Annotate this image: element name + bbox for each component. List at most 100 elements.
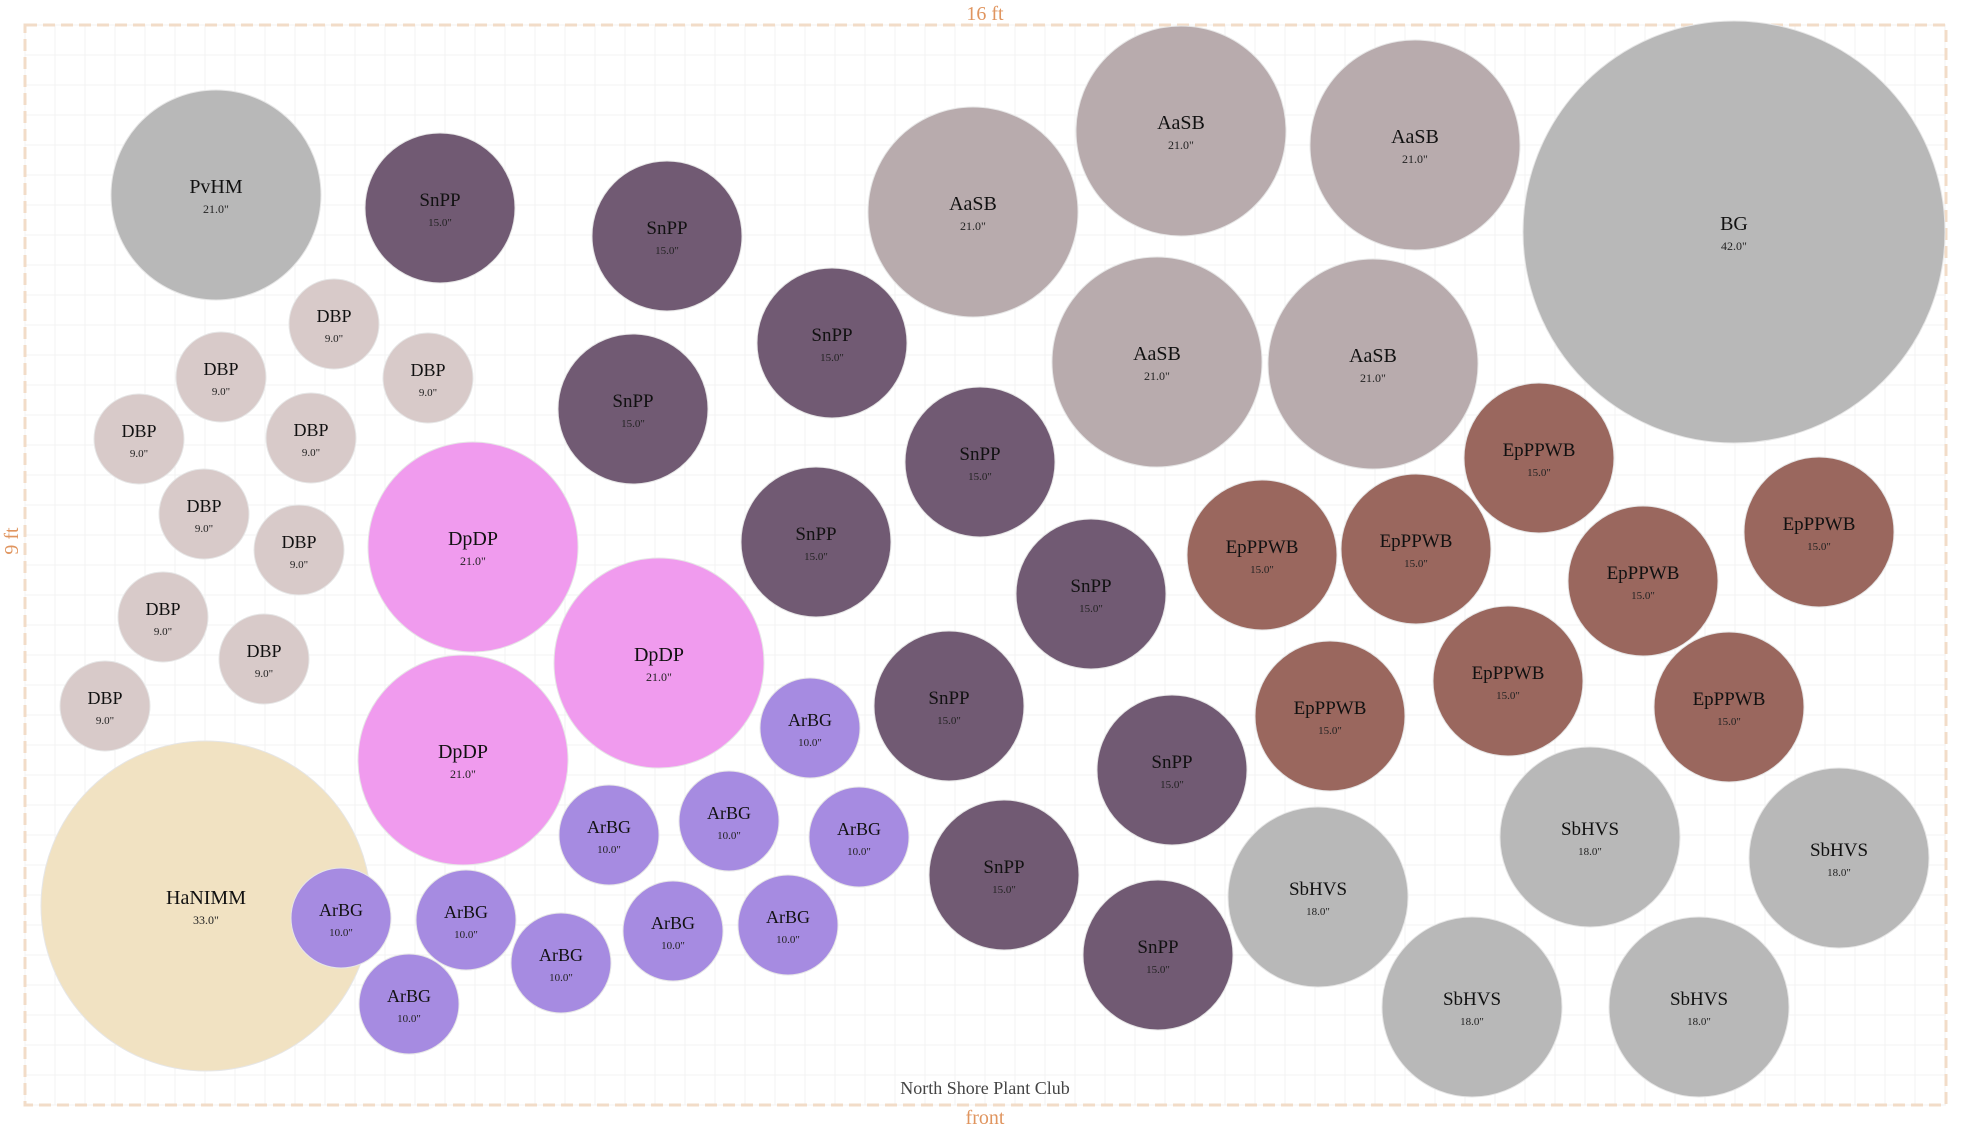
plant-epppwb[interactable]: EpPPWB 15.0" [1340,473,1492,625]
plant-arbg[interactable]: ArBG 10.0" [290,867,392,969]
plant-circle[interactable] [622,880,724,982]
plant-dbp[interactable]: DBP 9.0" [218,613,310,705]
plant-circle[interactable] [591,160,743,312]
plant-arbg[interactable]: ArBG 10.0" [358,953,460,1055]
plant-circle[interactable] [265,392,357,484]
plant-epppwb[interactable]: EpPPWB 15.0" [1186,479,1338,631]
plant-circle[interactable] [558,784,660,886]
plant-circle[interactable] [1463,382,1615,534]
plant-arbg[interactable]: ArBG 10.0" [415,869,517,971]
plant-arbg[interactable]: ArBG 10.0" [622,880,724,982]
plant-circle[interactable] [218,613,310,705]
plant-circle[interactable] [415,869,517,971]
plant-snpp[interactable]: SnPP 15.0" [873,630,1025,782]
plant-dpdp[interactable]: DpDP 21.0" [367,441,579,653]
plant-arbg[interactable]: ArBG 10.0" [678,770,780,872]
plant-dbp[interactable]: DBP 9.0" [265,392,357,484]
plant-snpp[interactable]: SnPP 15.0" [364,132,516,284]
plant-dbp[interactable]: DBP 9.0" [117,571,209,663]
plant-dbp[interactable]: DBP 9.0" [253,504,345,596]
plant-dbp[interactable]: DBP 9.0" [93,393,185,485]
plant-circle[interactable] [382,332,474,424]
plant-snpp[interactable]: SnPP 15.0" [740,466,892,618]
plant-circle[interactable] [867,106,1079,318]
plant-sbhvs[interactable]: SbHVS 18.0" [1608,916,1790,1098]
plant-circle[interactable] [110,89,322,301]
plant-circle[interactable] [288,278,380,370]
plant-arbg[interactable]: ArBG 10.0" [510,912,612,1014]
plant-dbp[interactable]: DBP 9.0" [158,468,250,560]
plant-circle[interactable] [175,331,267,423]
plant-snpp[interactable]: SnPP 15.0" [591,160,743,312]
plant-epppwb[interactable]: EpPPWB 15.0" [1653,631,1805,783]
plant-epppwb[interactable]: EpPPWB 15.0" [1567,505,1719,657]
plant-circle[interactable] [364,132,516,284]
plant-circle[interactable] [904,386,1056,538]
plant-epppwb[interactable]: EpPPWB 15.0" [1254,640,1406,792]
plant-epppwb[interactable]: EpPPWB 15.0" [1463,382,1615,534]
plant-aasb[interactable]: AaSB 21.0" [867,106,1079,318]
plant-arbg[interactable]: ArBG 10.0" [759,677,861,779]
plant-dbp[interactable]: DBP 9.0" [288,278,380,370]
plant-circle[interactable] [59,660,151,752]
plant-snpp[interactable]: SnPP 15.0" [557,333,709,485]
plant-circle[interactable] [358,953,460,1055]
plant-snpp[interactable]: SnPP 15.0" [1096,694,1248,846]
plant-circle[interactable] [158,468,250,560]
plant-circle[interactable] [357,654,569,866]
plant-pvhm[interactable]: PvHM 21.0" [110,89,322,301]
plant-circle[interactable] [553,557,765,769]
plant-aasb[interactable]: AaSB 21.0" [1051,256,1263,468]
plant-circle[interactable] [93,393,185,485]
plant-circle[interactable] [928,799,1080,951]
plant-snpp[interactable]: SnPP 15.0" [928,799,1080,951]
plant-arbg[interactable]: ArBG 10.0" [737,874,839,976]
plant-sbhvs[interactable]: SbHVS 18.0" [1227,806,1409,988]
plant-sbhvs[interactable]: SbHVS 18.0" [1381,916,1563,1098]
plant-epppwb[interactable]: EpPPWB 15.0" [1432,605,1584,757]
plant-circle[interactable] [510,912,612,1014]
plant-circle[interactable] [1608,916,1790,1098]
plant-arbg[interactable]: ArBG 10.0" [558,784,660,886]
plant-circle[interactable] [1096,694,1248,846]
plant-arbg[interactable]: ArBG 10.0" [808,786,910,888]
plant-snpp[interactable]: SnPP 15.0" [1015,518,1167,670]
plant-sbhvs[interactable]: SbHVS 18.0" [1748,767,1930,949]
plant-aasb[interactable]: AaSB 21.0" [1075,25,1287,237]
plant-sbhvs[interactable]: SbHVS 18.0" [1499,746,1681,928]
plant-dbp[interactable]: DBP 9.0" [175,331,267,423]
plant-circle[interactable] [1015,518,1167,670]
plant-circle[interactable] [1340,473,1492,625]
plant-circle[interactable] [557,333,709,485]
plant-aasb[interactable]: AaSB 21.0" [1309,39,1521,251]
plant-circle[interactable] [290,867,392,969]
plant-circle[interactable] [1227,806,1409,988]
plant-circle[interactable] [756,267,908,419]
plant-circle[interactable] [808,786,910,888]
plant-circle[interactable] [1432,605,1584,757]
plant-circle[interactable] [1267,258,1479,470]
plant-snpp[interactable]: SnPP 15.0" [904,386,1056,538]
plant-bg[interactable]: BG 42.0" [1522,20,1946,444]
plant-circle[interactable] [253,504,345,596]
plant-dbp[interactable]: DBP 9.0" [59,660,151,752]
plant-dpdp[interactable]: DpDP 21.0" [357,654,569,866]
plant-circle[interactable] [1381,916,1563,1098]
plant-circle[interactable] [1082,879,1234,1031]
plant-circle[interactable] [1186,479,1338,631]
plant-epppwb[interactable]: EpPPWB 15.0" [1743,456,1895,608]
plant-circle[interactable] [1653,631,1805,783]
plant-circle[interactable] [759,677,861,779]
plant-circle[interactable] [367,441,579,653]
plant-aasb[interactable]: AaSB 21.0" [1267,258,1479,470]
plant-circle[interactable] [1309,39,1521,251]
plant-dpdp[interactable]: DpDP 21.0" [553,557,765,769]
plant-circle[interactable] [1051,256,1263,468]
plant-circle[interactable] [1254,640,1406,792]
plant-circle[interactable] [737,874,839,976]
plant-snpp[interactable]: SnPP 15.0" [756,267,908,419]
plant-circle[interactable] [1748,767,1930,949]
plant-circle[interactable] [678,770,780,872]
plant-circle[interactable] [1522,20,1946,444]
plant-circle[interactable] [1743,456,1895,608]
